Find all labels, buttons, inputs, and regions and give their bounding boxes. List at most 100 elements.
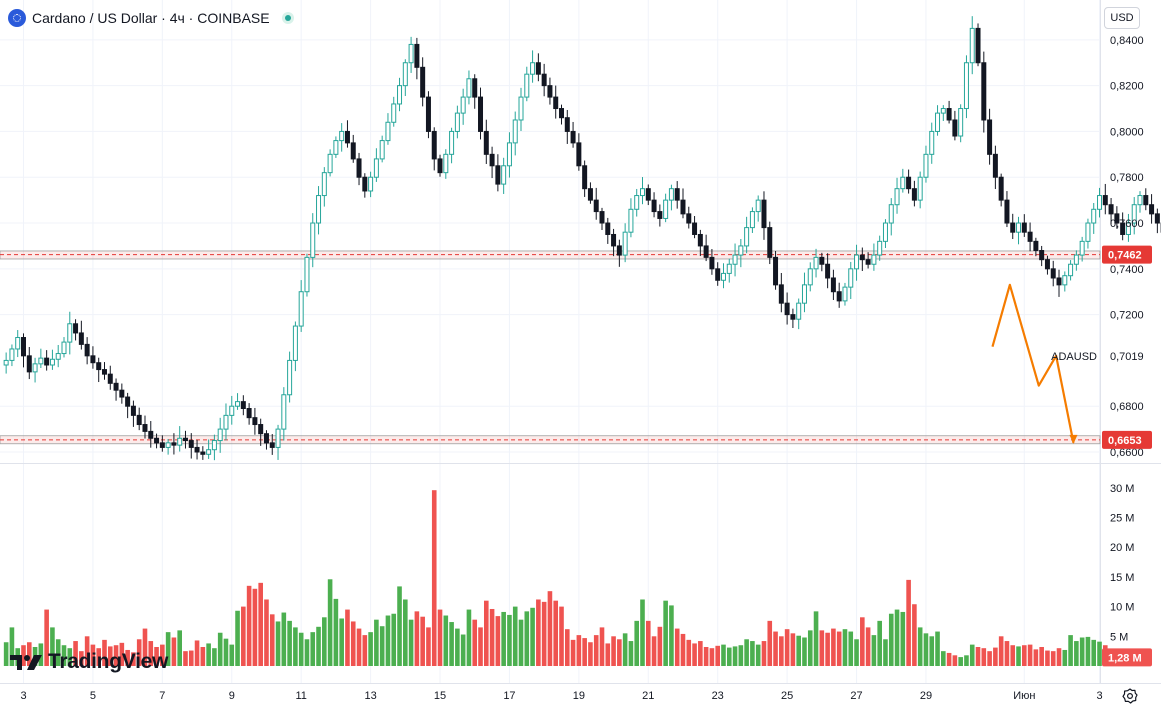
- price-axis: 0,8400 0,8200 0,8000 0,7800 0,7600 0,7400 0,72…: [1110, 35, 1144, 459]
- time-tick-label: 21: [642, 690, 654, 702]
- volume-bar: [993, 647, 998, 666]
- candle-body: [206, 449, 212, 455]
- volume-bar: [796, 635, 801, 666]
- candle-body: [84, 343, 90, 357]
- candle-body: [154, 437, 160, 444]
- candle-body: [350, 142, 356, 160]
- volume-bar: [825, 632, 830, 666]
- candle-body: [177, 437, 183, 446]
- volume-bar: [443, 615, 449, 666]
- candle-body: [1068, 263, 1074, 277]
- candle-body: [489, 153, 495, 167]
- volume-bar: [518, 619, 524, 666]
- volume-bar: [570, 639, 576, 666]
- candle-body: [1039, 250, 1045, 261]
- candle-body: [420, 66, 426, 98]
- volume-bar: [90, 644, 96, 666]
- volume-bar: [611, 636, 616, 666]
- candle-body: [15, 337, 21, 350]
- volume-bar: [755, 644, 761, 666]
- candle-body: [819, 256, 825, 265]
- current-price-label: ADAUSD 0,7019: [1051, 347, 1152, 366]
- volume-bar: [582, 638, 587, 666]
- volume-bar: [958, 657, 963, 666]
- volume-bar: [478, 627, 483, 666]
- candle-body: [1149, 204, 1155, 215]
- candle-body: [541, 73, 547, 87]
- candle-body: [767, 227, 773, 258]
- volume-bar: [1091, 639, 1097, 666]
- volume-bar: [374, 619, 379, 666]
- volume-bar: [622, 633, 628, 666]
- volume-bar: [142, 628, 148, 666]
- symbol-title[interactable]: Cardano / US Dollar · 4ч · COINBASE: [32, 10, 270, 26]
- volume-bar: [1050, 651, 1056, 666]
- candle-body: [443, 153, 449, 174]
- symbol-label: ADAUSD: [1051, 351, 1097, 363]
- price-tick-label: 0,6800: [1110, 401, 1144, 413]
- candle-body: [813, 256, 819, 270]
- chart-header: Cardano / US Dollar · 4ч · COINBASE: [8, 8, 294, 28]
- price-tick-label: 0,6600: [1110, 447, 1144, 459]
- volume-bar: [917, 627, 923, 666]
- candle-body: [310, 222, 316, 258]
- volume-bar: [547, 591, 553, 666]
- candle-body: [397, 85, 403, 105]
- volume-bar: [1027, 644, 1033, 666]
- candle-body: [807, 268, 813, 286]
- volume-bar: [206, 643, 211, 666]
- candle-body: [582, 165, 588, 190]
- time-tick-label: 27: [850, 690, 862, 702]
- volume-bar: [674, 628, 680, 666]
- candle-body: [1010, 222, 1016, 233]
- volume-bar: [160, 644, 165, 666]
- candle-body: [1027, 231, 1033, 242]
- candle-body: [287, 359, 293, 396]
- chart-settings-button[interactable]: [1119, 686, 1141, 706]
- candle-body: [530, 62, 536, 75]
- volume-bar: [790, 633, 796, 666]
- volume-bar: [709, 648, 715, 666]
- tradingview-logo[interactable]: TradingView: [10, 648, 168, 676]
- volume-bar: [645, 620, 651, 666]
- volume-bar: [131, 652, 136, 666]
- volume-bar: [177, 630, 182, 666]
- volume-bar: [906, 579, 911, 666]
- candle-body: [333, 140, 339, 155]
- price-tick-label: 0,8200: [1110, 81, 1144, 93]
- candle-body: [559, 108, 565, 119]
- candle-body: [32, 363, 38, 373]
- candle-body: [478, 96, 484, 132]
- current-volume-text: 1,28 M: [1108, 652, 1142, 664]
- volume-bar: [9, 627, 15, 666]
- candle-body: [547, 85, 553, 98]
- volume-tick-label: 25 M: [1110, 513, 1134, 525]
- candle-body: [1097, 195, 1103, 210]
- candle-body: [1062, 275, 1068, 286]
- currency-button[interactable]: USD: [1104, 7, 1140, 29]
- volume-bar: [188, 650, 194, 666]
- candle-body: [784, 302, 790, 316]
- candle-body: [356, 158, 362, 178]
- volume-bar: [194, 640, 200, 666]
- candle-body: [73, 323, 79, 334]
- candle-body: [142, 424, 148, 432]
- volume-bar: [212, 648, 217, 666]
- candle-body: [778, 284, 784, 304]
- candle-body: [929, 130, 935, 155]
- volume-bar: [987, 651, 992, 666]
- volume-bar: [888, 613, 894, 666]
- price-tick-label: 0,7600: [1110, 218, 1144, 230]
- volume-bar: [692, 643, 697, 666]
- volume-bar: [998, 636, 1004, 666]
- candle-body: [362, 176, 368, 192]
- candle-body: [148, 430, 154, 439]
- candle-body: [940, 108, 946, 114]
- time-tick-label: 25: [781, 690, 793, 702]
- volume-bar: [831, 628, 836, 666]
- candle-body: [1056, 277, 1062, 286]
- candle-body: [21, 337, 26, 357]
- price-tick-label: 0,7800: [1110, 172, 1144, 184]
- candle-body: [1016, 222, 1022, 233]
